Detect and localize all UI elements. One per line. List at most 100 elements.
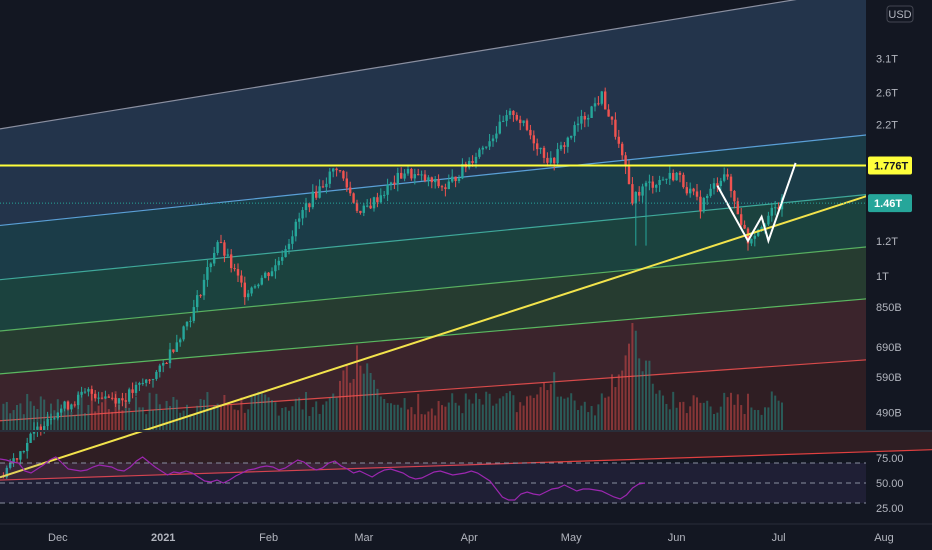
candle-body	[213, 252, 216, 264]
candle-body	[525, 120, 529, 130]
candle-body	[168, 349, 172, 364]
volume-bar	[264, 394, 267, 430]
channel-band	[0, 355, 932, 481]
volume-bar	[604, 397, 607, 430]
volume-bar	[696, 397, 698, 430]
volume-bar	[529, 395, 532, 430]
level-price-badge	[868, 156, 912, 175]
time-tick-label: Dec	[48, 532, 68, 544]
w-pattern-drawing[interactable]	[716, 162, 797, 245]
volume-bar	[36, 409, 39, 430]
candle-body	[546, 157, 549, 163]
candle-body	[420, 174, 423, 176]
time-tick-label: Jun	[668, 532, 686, 544]
volume-bar	[121, 410, 124, 430]
time-tick-label: Aug	[874, 532, 894, 544]
rsi-line	[0, 456, 646, 501]
candle-body	[542, 147, 546, 158]
volume-bar	[220, 405, 222, 430]
volume-bar	[631, 323, 634, 430]
volume-bar	[600, 393, 603, 430]
price-pane[interactable]	[0, 0, 932, 481]
volume-bar	[165, 400, 168, 430]
candle-body	[423, 174, 427, 181]
candle-body	[134, 384, 138, 393]
candle-body	[457, 178, 461, 182]
volume-bar	[733, 404, 736, 430]
volume-bar	[764, 407, 766, 430]
candle-body	[206, 267, 209, 280]
volume-bar	[662, 395, 664, 430]
candle-body	[162, 363, 165, 366]
volume-bar	[522, 405, 525, 430]
volume-bar	[77, 392, 80, 430]
volume-bar	[492, 405, 494, 430]
volume-bar	[403, 398, 406, 430]
volume-bar	[699, 402, 702, 430]
candle-body	[536, 143, 539, 150]
volume-bar	[767, 407, 770, 430]
trendline[interactable]	[0, 172, 932, 479]
candle-body	[495, 133, 498, 139]
candle-body	[692, 188, 695, 192]
volume-bar	[362, 373, 365, 430]
volume-bar	[369, 372, 372, 430]
candles	[2, 87, 784, 480]
candle-body	[372, 197, 376, 209]
candle-body	[172, 349, 175, 352]
candle-body	[185, 321, 189, 327]
volume-bar	[199, 398, 202, 430]
rsi-scale[interactable]: 25.00 50.00 75.00	[876, 453, 904, 515]
volume-bar	[325, 401, 328, 430]
volume-bar	[107, 409, 110, 430]
candle-body	[253, 286, 257, 288]
volume-bar	[461, 413, 464, 430]
candle-body	[413, 174, 416, 179]
candle-body	[104, 396, 107, 399]
volume-bar	[393, 404, 396, 430]
volume-bar	[97, 405, 100, 430]
volume-bar	[447, 402, 450, 430]
rsi-pane[interactable]: 25.00 50.00 75.00	[0, 453, 904, 515]
candle-body	[614, 119, 617, 137]
volume-bar	[502, 396, 505, 430]
candle-body	[655, 184, 658, 188]
candle-body	[549, 157, 552, 163]
volume-bar	[570, 393, 573, 430]
volume-bar	[216, 403, 219, 430]
candle-body	[396, 172, 399, 185]
time-axis[interactable]: Dec2021FebMarAprMayJunJulAugSep	[48, 532, 932, 544]
volume-bar	[774, 395, 777, 430]
channel-line	[0, 449, 932, 481]
candle-body	[247, 293, 250, 298]
volume-bar	[430, 408, 433, 430]
volume-bar	[339, 380, 341, 430]
volume-bar	[247, 409, 250, 430]
volume-bar	[131, 412, 134, 430]
candle-body	[148, 379, 151, 381]
candle-body	[519, 119, 522, 124]
candle-body	[709, 188, 712, 196]
volume-bar	[760, 414, 763, 430]
volume-bar	[342, 370, 345, 430]
volume-bar	[288, 410, 290, 430]
volume-bar	[138, 407, 141, 430]
volume-bar	[753, 409, 756, 430]
volume-bar	[781, 402, 783, 430]
currency-badge[interactable]: USD	[886, 5, 914, 23]
time-tick-label: Jul	[772, 532, 786, 544]
volume-bar	[614, 387, 617, 430]
candle-body	[36, 426, 39, 430]
price-tick-label: 2.6T	[876, 87, 898, 99]
volume-bar	[410, 407, 413, 430]
candle-body	[19, 451, 22, 460]
candle-body	[43, 426, 46, 431]
candle-body	[355, 202, 359, 211]
candle-body	[451, 176, 454, 182]
candle-body	[26, 442, 29, 452]
candle-body	[529, 129, 532, 136]
volume-bar	[301, 409, 304, 430]
price-scale[interactable]: 490B 590B 690B 850B 1T 1.2T 2.2T 2.6T 3.1T USD 1…	[866, 0, 932, 430]
candle-body	[750, 238, 753, 244]
